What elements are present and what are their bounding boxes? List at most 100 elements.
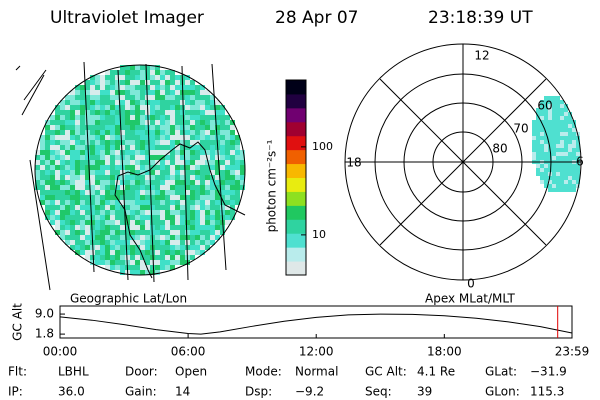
pixel	[70, 190, 75, 195]
pixel	[205, 190, 210, 195]
pixel	[130, 195, 135, 200]
pixel	[185, 100, 190, 105]
pixel	[560, 140, 564, 144]
pixel	[130, 240, 135, 245]
pixel	[135, 240, 140, 245]
pixel	[90, 145, 95, 150]
pixel	[220, 225, 225, 230]
pixel	[548, 156, 552, 160]
pixel	[40, 180, 45, 185]
pixel	[225, 215, 230, 220]
pixel	[544, 172, 548, 176]
pixel	[70, 115, 75, 120]
pixel	[55, 225, 60, 230]
pixel	[160, 160, 165, 165]
pixel	[200, 165, 205, 170]
pixel	[120, 175, 125, 180]
pixel	[95, 240, 100, 245]
pixel	[95, 160, 100, 165]
pixel	[65, 160, 70, 165]
pixel	[190, 110, 195, 115]
pixel	[160, 145, 165, 150]
pixel	[90, 190, 95, 195]
field-label: Mode:	[245, 365, 282, 379]
pixel	[240, 160, 245, 165]
color-swatch	[286, 149, 306, 165]
pixel	[576, 144, 580, 148]
pixel	[130, 190, 135, 195]
pixel	[55, 130, 60, 135]
pixel	[100, 165, 105, 170]
pixel	[225, 220, 230, 225]
pixel	[240, 175, 245, 180]
pixel	[145, 260, 150, 265]
pixel	[170, 90, 175, 95]
pixel	[95, 245, 100, 250]
pixel	[115, 90, 120, 95]
pixel	[215, 190, 220, 195]
pixel	[130, 165, 135, 170]
pixel	[100, 260, 105, 265]
pixel	[135, 90, 140, 95]
pixel	[180, 250, 185, 255]
pixel	[155, 195, 160, 200]
pixel	[230, 145, 235, 150]
pixel	[55, 170, 60, 175]
pixel	[532, 156, 536, 160]
pixel	[536, 132, 540, 136]
pixel	[170, 80, 175, 85]
pixel	[115, 185, 120, 190]
pixel	[70, 150, 75, 155]
pixel	[576, 172, 580, 176]
pixel	[70, 135, 75, 140]
pixel	[195, 200, 200, 205]
pixel	[90, 130, 95, 135]
pixel	[200, 205, 205, 210]
pixel	[65, 195, 70, 200]
pixel	[548, 116, 552, 120]
pixel	[175, 90, 180, 95]
pixel	[95, 110, 100, 115]
pixel	[75, 220, 80, 225]
pixel	[50, 125, 55, 130]
pixel	[140, 125, 145, 130]
pixel	[195, 155, 200, 160]
pixel	[552, 188, 556, 192]
pixel	[564, 136, 568, 140]
pixel	[175, 80, 180, 85]
pixel	[215, 210, 220, 215]
pixel	[210, 115, 215, 120]
pixel	[536, 140, 540, 144]
pixel	[75, 125, 80, 130]
pixel	[95, 155, 100, 160]
pixel	[85, 150, 90, 155]
pixel	[552, 148, 556, 152]
pixel	[220, 175, 225, 180]
pixel	[195, 215, 200, 220]
pixel	[100, 110, 105, 115]
pixel	[180, 240, 185, 245]
pixel	[556, 136, 560, 140]
pixel	[552, 184, 556, 188]
pixel	[85, 230, 90, 235]
pixel	[120, 95, 125, 100]
pixel	[568, 112, 572, 116]
pixel	[90, 80, 95, 85]
pixel	[115, 215, 120, 220]
pixel	[200, 170, 205, 175]
pixel	[536, 144, 540, 148]
pixel	[90, 200, 95, 205]
pixel	[170, 140, 175, 145]
pixel	[548, 180, 552, 184]
pixel	[120, 265, 125, 270]
pixel	[220, 205, 225, 210]
pixel	[205, 150, 210, 155]
pixel	[155, 155, 160, 160]
pixel	[130, 80, 135, 85]
pixel	[220, 165, 225, 170]
mlt-label: 0	[467, 277, 475, 291]
pixel	[160, 210, 165, 215]
pixel	[50, 170, 55, 175]
pixel	[145, 220, 150, 225]
pixel	[200, 95, 205, 100]
